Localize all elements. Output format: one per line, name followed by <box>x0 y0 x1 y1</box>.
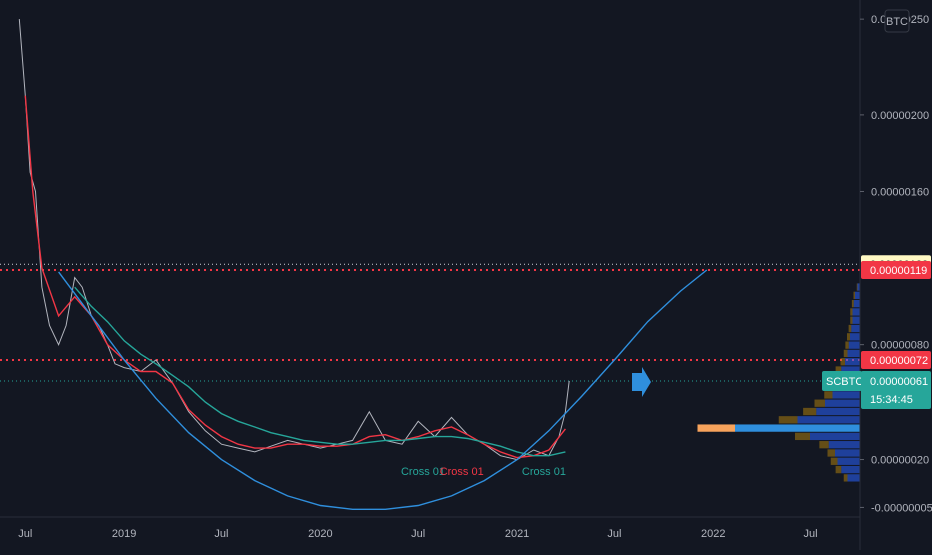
y-tick-label: 0.00000080 <box>871 340 929 352</box>
volume-bar-alt <box>795 432 810 441</box>
countdown-label: 15:34:45 <box>870 394 913 406</box>
volume-bar <box>735 424 860 432</box>
x-tick-label: 2021 <box>505 528 529 540</box>
series-line-3 <box>58 269 708 510</box>
x-tick-label: 2019 <box>112 528 136 540</box>
volume-bar <box>851 324 860 333</box>
volume-bar <box>847 474 860 482</box>
volume-bar-alt <box>819 441 829 449</box>
volume-bar <box>825 399 860 407</box>
volume-bar-alt <box>845 341 849 349</box>
volume-bar <box>852 308 860 316</box>
volume-bar <box>816 407 860 416</box>
svg-text:0.00000072: 0.00000072 <box>870 355 928 367</box>
cross-annotation: Cross 01 <box>440 466 484 478</box>
volume-bar-alt <box>803 407 817 416</box>
x-tick-label: Jul <box>18 528 32 540</box>
volume-bar <box>837 457 860 465</box>
volume-bar <box>847 349 860 358</box>
volume-bar <box>848 341 860 349</box>
volume-bar-alt <box>835 366 842 374</box>
currency-label: BTC <box>886 16 908 28</box>
volume-bar-alt <box>814 399 825 407</box>
volume-bar <box>852 316 860 324</box>
y-tick-label: 0.00000160 <box>871 186 929 198</box>
last-price-tag: SCBTC 0.00000061 15:34:45 <box>822 371 931 410</box>
y-tick-label: 0.00000200 <box>871 110 929 122</box>
price-tag-resistance-high: 0.00000119 <box>861 260 931 279</box>
volume-bar-alt <box>847 333 850 341</box>
volume-bar <box>832 391 860 399</box>
volume-bar-alt <box>827 449 835 457</box>
series-line-2 <box>74 286 566 457</box>
volume-bar <box>797 416 860 424</box>
arrow-right-icon <box>632 367 651 397</box>
volume-bar <box>828 441 860 449</box>
last-price-label: 0.00000061 <box>870 376 928 388</box>
y-tick-label: -0.00000005 <box>871 502 932 514</box>
x-axis: Jul 2019 Jul 2020 Jul 2021 Jul 2022 Jul <box>18 528 817 540</box>
volume-bar-alt <box>843 474 848 482</box>
volume-bar-alt <box>843 349 848 358</box>
volume-bar-alt <box>778 416 798 424</box>
volume-bar-alt <box>848 324 852 333</box>
volume-bar <box>841 366 860 374</box>
volume-bar-alt <box>697 424 735 432</box>
series-line-1 <box>24 95 566 459</box>
currency-badge[interactable]: BTC <box>884 9 910 33</box>
volume-bar <box>853 299 860 308</box>
volume-bar-alt <box>856 283 858 291</box>
x-tick-label: Jul <box>804 528 818 540</box>
volume-bar-alt <box>835 465 842 474</box>
volume-bar-alt <box>830 457 838 465</box>
x-tick-label: Jul <box>411 528 425 540</box>
volume-bar-alt <box>840 358 845 366</box>
volume-bar-alt <box>850 308 853 316</box>
cross-annotation: Cross 01 <box>522 466 566 478</box>
svg-text:0.00000119: 0.00000119 <box>870 265 927 277</box>
volume-bar-alt <box>850 316 853 324</box>
volume-bar <box>810 432 860 441</box>
x-tick-label: Jul <box>214 528 228 540</box>
volume-bar-alt <box>851 299 854 308</box>
y-axis: 0.000002500.000002000.000001600.00000080… <box>860 14 932 514</box>
volume-bar <box>845 358 860 366</box>
volume-bar <box>841 465 860 474</box>
volume-bar <box>857 283 860 291</box>
volume-bar-alt <box>853 291 855 299</box>
x-tick-label: 2020 <box>308 528 332 540</box>
x-tick-label: 2022 <box>701 528 725 540</box>
cross-annotation: Cross 01 <box>401 466 445 478</box>
volume-bar-alt <box>824 391 833 399</box>
symbol-label: SCBTC <box>826 376 863 388</box>
volume-bar <box>855 291 860 299</box>
volume-bar <box>850 333 860 341</box>
y-tick-label: 0.00000020 <box>871 455 929 467</box>
price-tag-resistance-low: 0.00000072 <box>861 350 931 369</box>
volume-bar <box>835 449 860 457</box>
x-tick-label: Jul <box>607 528 621 540</box>
